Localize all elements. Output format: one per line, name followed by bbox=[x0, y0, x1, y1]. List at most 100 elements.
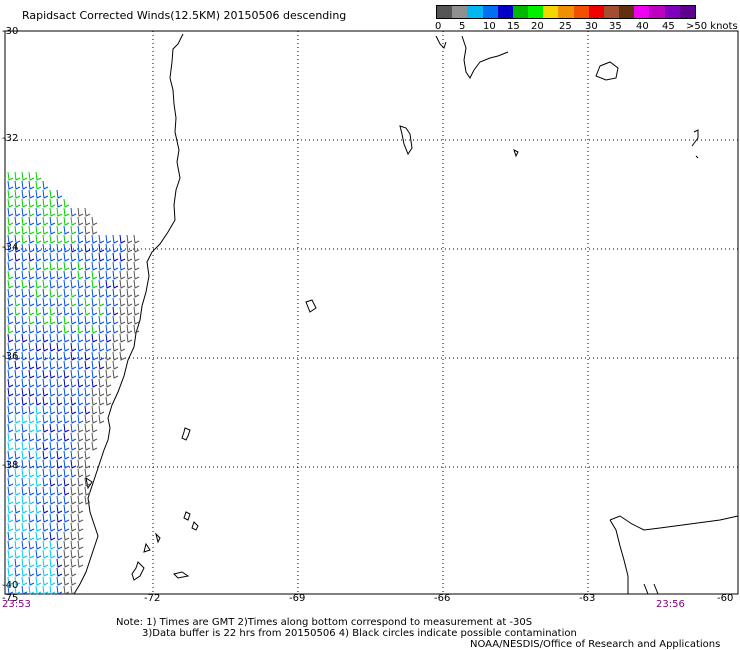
wind-barb bbox=[35, 405, 42, 415]
wind-barb bbox=[77, 468, 84, 478]
wind-barb bbox=[49, 360, 56, 370]
legend-label-35: 35 bbox=[609, 21, 622, 32]
legend-swatch bbox=[649, 6, 665, 18]
legend-swatch bbox=[603, 6, 620, 18]
legend-label-40: 40 bbox=[636, 21, 649, 32]
wind-barb bbox=[28, 585, 35, 595]
wind-barb bbox=[21, 252, 28, 262]
wind-barb bbox=[42, 477, 49, 487]
wind-barb bbox=[35, 243, 42, 253]
wind-barb bbox=[91, 270, 98, 280]
wind-barb bbox=[91, 306, 98, 316]
wind-barb bbox=[42, 378, 49, 388]
legend-swatch bbox=[558, 6, 574, 18]
wind-barb bbox=[56, 558, 63, 568]
wind-barb bbox=[35, 324, 42, 334]
wind-barb bbox=[35, 387, 42, 397]
wind-barb bbox=[84, 288, 91, 298]
wind-barb bbox=[91, 414, 98, 424]
wind-barb bbox=[21, 441, 28, 451]
wind-barb bbox=[42, 432, 49, 442]
wind-barb bbox=[7, 198, 14, 208]
wind-barb bbox=[28, 495, 35, 505]
wind-barb bbox=[7, 225, 14, 235]
wind-barb bbox=[7, 324, 14, 334]
wind-barb bbox=[112, 243, 119, 253]
wind-barb bbox=[21, 297, 28, 307]
wind-barb bbox=[112, 315, 119, 325]
wind-barb bbox=[98, 324, 105, 334]
wind-barb bbox=[21, 207, 28, 217]
legend-swatch bbox=[679, 6, 695, 18]
wind-barb bbox=[105, 243, 112, 253]
wind-barb bbox=[42, 513, 49, 523]
wind-barb bbox=[49, 378, 56, 388]
wind-barb bbox=[63, 225, 70, 235]
wind-barb bbox=[49, 234, 56, 244]
wind-barb bbox=[49, 468, 56, 478]
wind-barb bbox=[28, 558, 35, 568]
wind-barb bbox=[56, 216, 63, 226]
wind-barb bbox=[42, 306, 49, 316]
wind-barb bbox=[28, 378, 35, 388]
wind-barb bbox=[56, 504, 63, 514]
wind-barb bbox=[35, 450, 42, 460]
wind-barb bbox=[49, 342, 56, 352]
wind-barb bbox=[21, 459, 28, 469]
wind-barb bbox=[112, 324, 119, 334]
wind-barb bbox=[70, 369, 77, 379]
wind-barb bbox=[7, 243, 14, 253]
wind-barb bbox=[7, 414, 14, 424]
wind-barb bbox=[42, 207, 49, 217]
wind-barb bbox=[14, 180, 21, 190]
wind-barb bbox=[35, 279, 42, 289]
wind-barb bbox=[49, 243, 56, 253]
wind-barb bbox=[56, 270, 63, 280]
wind-barb bbox=[56, 540, 63, 550]
wind-barb bbox=[21, 585, 28, 595]
wind-barb bbox=[7, 486, 14, 496]
wind-barb bbox=[28, 477, 35, 487]
wind-barb bbox=[70, 396, 77, 406]
wind-speed-legend bbox=[436, 5, 696, 19]
wind-barb bbox=[35, 270, 42, 280]
legend-label-30: 30 bbox=[585, 21, 598, 32]
wind-barb bbox=[56, 441, 63, 451]
legend-swatch bbox=[664, 6, 680, 18]
wind-barb bbox=[28, 261, 35, 271]
wind-barb bbox=[84, 450, 91, 460]
wind-barb bbox=[42, 225, 49, 235]
wind-barb bbox=[126, 234, 133, 244]
wind-barb bbox=[56, 315, 63, 325]
wind-barb bbox=[7, 504, 14, 514]
wind-barb bbox=[42, 324, 49, 334]
wind-barb bbox=[77, 459, 84, 469]
wind-barb bbox=[7, 522, 14, 532]
wind-barb bbox=[63, 198, 70, 208]
wind-barb bbox=[63, 513, 70, 523]
wind-barb bbox=[7, 261, 14, 271]
wind-barb bbox=[28, 423, 35, 433]
wind-barb bbox=[70, 324, 77, 334]
wind-barb bbox=[35, 414, 42, 424]
wind-barb bbox=[49, 522, 56, 532]
wind-barb bbox=[63, 360, 70, 370]
wind-barb bbox=[84, 324, 91, 334]
wind-barb bbox=[28, 441, 35, 451]
wind-barb bbox=[56, 567, 63, 577]
wind-barb bbox=[49, 486, 56, 496]
wind-barb bbox=[14, 342, 21, 352]
wind-barb bbox=[14, 504, 21, 514]
wind-barb bbox=[7, 567, 14, 577]
wind-barb bbox=[49, 405, 56, 415]
wind-barb bbox=[42, 585, 49, 595]
wind-barb bbox=[21, 495, 28, 505]
wind-barb bbox=[119, 270, 126, 280]
wind-barb bbox=[35, 513, 42, 523]
wind-barb bbox=[77, 414, 84, 424]
wind-barb bbox=[84, 495, 91, 505]
wind-barb bbox=[70, 522, 77, 532]
wind-barb bbox=[126, 333, 133, 343]
wind-barb bbox=[35, 207, 42, 217]
wind-barb bbox=[77, 315, 84, 325]
